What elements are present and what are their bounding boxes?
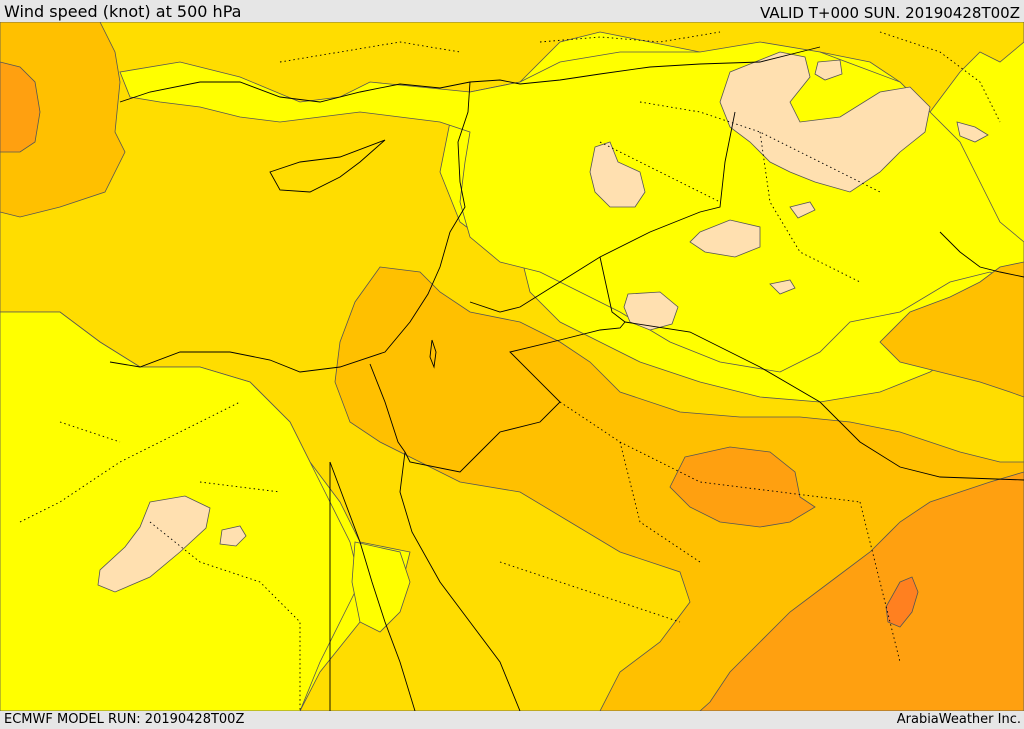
calm-patch-small-1 <box>219 525 247 547</box>
province-lines-saudi <box>499 401 901 663</box>
province-lines-turkey <box>279 31 1001 123</box>
calm-patch-small-5 <box>956 121 989 143</box>
credit-label: ArabiaWeather Inc. <box>896 712 1021 727</box>
calm-patch-desert <box>689 219 761 258</box>
calm-patch-jordan-iraq <box>623 291 679 331</box>
border-jordan <box>404 256 626 473</box>
coastline-gulf <box>939 231 1024 278</box>
border-iraq-saudi <box>469 111 736 313</box>
wind-speed-map[interactable] <box>0 22 1024 711</box>
calm-patch-iraq <box>719 51 931 193</box>
map-canvas <box>0 22 1024 711</box>
coastline-red-sea-east <box>399 451 521 711</box>
level-5-core <box>885 576 919 628</box>
map-title: Wind speed (knot) at 500 hPa <box>4 2 242 21</box>
border-israel <box>369 363 406 453</box>
level-4-southeast <box>699 471 1024 711</box>
border-saudi-north <box>624 321 1024 481</box>
valid-time: VALID T+000 SUN. 20190428T00Z <box>760 4 1020 22</box>
coastline-cyprus <box>269 139 386 193</box>
province-lines-iraq <box>599 101 881 283</box>
border-syria-iraq <box>519 46 821 85</box>
coastline-levant-egypt <box>109 81 471 373</box>
level-3-west <box>0 22 126 218</box>
calm-patch-small-3 <box>789 201 816 219</box>
calm-patch-syria <box>589 141 646 208</box>
model-run-label: ECMWF MODEL RUN: 20190428T00Z <box>4 712 245 727</box>
calm-patch-small-2 <box>769 279 796 295</box>
coastline-turkey <box>119 79 521 103</box>
level-4-westcorner <box>0 61 41 153</box>
header-bar: Wind speed (knot) at 500 hPa VALID T+000… <box>0 0 1024 22</box>
calm-patch-egypt <box>97 495 211 593</box>
level-3-east <box>879 261 1024 398</box>
calm-patch-small-4 <box>814 59 843 81</box>
coastline-red-sea-west <box>329 461 416 711</box>
level-4-center <box>669 446 816 528</box>
province-lines-egypt <box>19 401 301 711</box>
footer-bar: ECMWF MODEL RUN: 20190428T00Z ArabiaWeat… <box>0 711 1024 729</box>
coastline-dead-sea <box>429 339 437 369</box>
